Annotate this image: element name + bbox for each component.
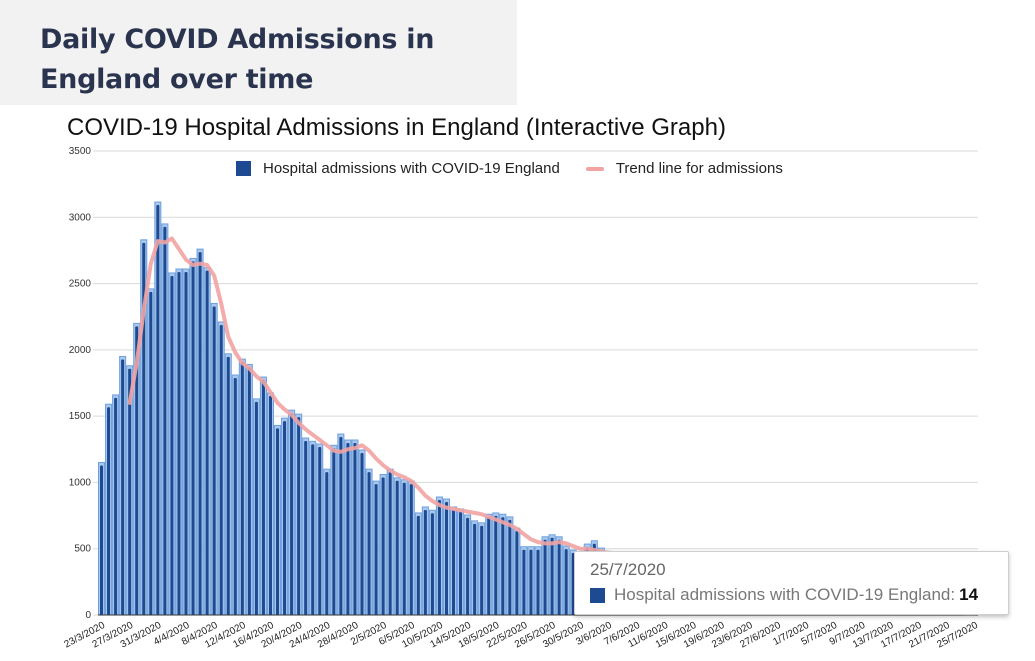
bar[interactable] — [501, 517, 505, 615]
bar[interactable] — [332, 448, 336, 615]
bar[interactable] — [437, 500, 441, 615]
y-tick-label: 2000 — [69, 345, 92, 356]
tooltip-row: Hospital admissions with COVID-19 Englan… — [590, 585, 978, 605]
bar[interactable] — [459, 511, 463, 615]
bar[interactable] — [268, 395, 272, 615]
chart-title: COVID-19 Hospital Admissions in England … — [67, 114, 726, 141]
bar[interactable] — [261, 380, 265, 615]
y-tick-label: 2500 — [69, 279, 92, 290]
bar[interactable] — [254, 401, 258, 615]
y-tick-label: 0 — [85, 610, 91, 621]
x-axis-ticks: 23/3/202027/3/202031/3/20204/4/20208/4/2… — [62, 620, 980, 651]
bar[interactable] — [339, 437, 343, 615]
bar[interactable] — [191, 261, 195, 615]
bar[interactable] — [163, 226, 167, 615]
bar[interactable] — [564, 549, 568, 615]
bar[interactable] — [128, 368, 132, 615]
bar[interactable] — [240, 362, 244, 615]
bar[interactable] — [543, 539, 547, 615]
bar[interactable] — [473, 523, 477, 615]
bar[interactable] — [276, 428, 280, 615]
y-axis-ticks: 0 500 1000 1500 2000 2500 3000 3500 — [69, 146, 92, 621]
bar[interactable] — [184, 271, 188, 615]
bar[interactable] — [480, 525, 484, 615]
bar[interactable] — [346, 443, 350, 615]
bar[interactable] — [283, 421, 287, 615]
bar[interactable] — [311, 444, 315, 615]
bar[interactable] — [423, 509, 427, 615]
y-tick-label: 1000 — [69, 477, 92, 488]
bar[interactable] — [304, 441, 308, 615]
y-tick-label: 3500 — [69, 146, 92, 157]
bar[interactable] — [318, 446, 322, 615]
bar[interactable] — [360, 452, 364, 615]
tooltip-series-label: Hospital admissions with COVID-19 Englan… — [614, 585, 951, 604]
bar[interactable] — [374, 484, 378, 615]
title-band — [0, 0, 517, 105]
bar[interactable] — [121, 359, 125, 615]
legend-label-admissions[interactable]: Hospital admissions with COVID-19 Englan… — [263, 160, 560, 177]
bar[interactable] — [100, 465, 104, 615]
bar[interactable] — [494, 515, 498, 615]
bar[interactable] — [487, 517, 491, 615]
bar[interactable] — [156, 205, 160, 616]
bar[interactable] — [212, 306, 216, 615]
bar[interactable] — [522, 549, 526, 615]
tooltip-separator: : — [950, 585, 956, 604]
bar[interactable] — [550, 537, 554, 615]
bar[interactable] — [177, 271, 181, 615]
y-tick-label: 500 — [74, 544, 91, 555]
bar[interactable] — [219, 325, 223, 615]
bar[interactable] — [198, 252, 202, 616]
bar[interactable] — [381, 477, 385, 615]
bar[interactable] — [430, 513, 434, 615]
bar[interactable] — [149, 291, 153, 615]
bar[interactable] — [247, 367, 251, 615]
bar[interactable] — [353, 443, 357, 615]
bar[interactable] — [452, 509, 456, 615]
bar[interactable] — [395, 480, 399, 615]
bar[interactable] — [205, 270, 209, 615]
bar[interactable] — [466, 517, 470, 615]
bar[interactable] — [325, 472, 329, 615]
bar[interactable] — [515, 531, 519, 615]
hover-tooltip: 25/7/2020 Hospital admissions with COVID… — [574, 551, 1009, 615]
bar[interactable] — [233, 378, 237, 615]
bar[interactable] — [114, 397, 118, 615]
bar[interactable] — [409, 484, 413, 615]
y-tick-label: 1500 — [69, 411, 92, 422]
bar[interactable] — [388, 472, 392, 615]
legend-label-trend[interactable]: Trend line for admissions — [615, 160, 783, 177]
bar[interactable] — [508, 519, 512, 615]
legend: Hospital admissions with COVID-19 Englan… — [236, 160, 783, 177]
bar[interactable] — [107, 407, 111, 615]
bar[interactable] — [297, 417, 301, 615]
bar[interactable] — [557, 539, 561, 615]
bar[interactable] — [536, 549, 540, 615]
tooltip-swatch — [590, 587, 605, 603]
bar[interactable] — [402, 482, 406, 615]
page-title: Daily COVID Admissions in England over t… — [40, 24, 435, 95]
bar[interactable] — [170, 275, 174, 615]
bar[interactable] — [367, 472, 371, 615]
tooltip-date: 25/7/2020 — [590, 560, 666, 579]
bar[interactable] — [571, 553, 575, 615]
bar[interactable] — [226, 356, 230, 615]
legend-swatch-trend — [585, 166, 604, 171]
bar[interactable] — [444, 502, 448, 615]
y-tick-label: 3000 — [69, 212, 92, 223]
bar[interactable] — [290, 413, 294, 615]
bar[interactable] — [135, 326, 139, 615]
bar[interactable] — [416, 515, 420, 615]
tooltip-value: 14 — [959, 585, 979, 604]
bar[interactable] — [142, 242, 146, 615]
legend-swatch-admissions — [236, 161, 251, 176]
bar[interactable] — [529, 549, 533, 615]
